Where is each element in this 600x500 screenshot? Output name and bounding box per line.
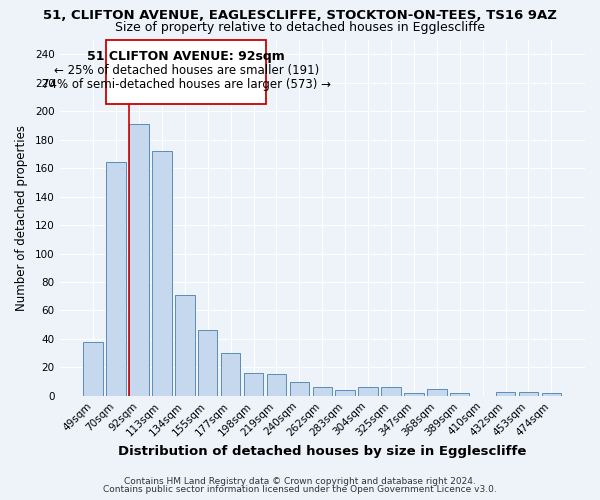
Bar (175, 295, 194, 396)
Bar (542, 393, 561, 396)
Text: Size of property relative to detached houses in Egglescliffe: Size of property relative to detached ho… (115, 21, 485, 34)
Bar (152, 151, 172, 396)
Text: Contains HM Land Registry data © Crown copyright and database right 2024.: Contains HM Land Registry data © Crown c… (124, 477, 476, 486)
Bar (335, 390, 355, 396)
Bar (83, 342, 103, 396)
Bar (198, 330, 217, 396)
Bar (358, 388, 378, 396)
Y-axis label: Number of detached properties: Number of detached properties (15, 125, 28, 311)
Text: 51, CLIFTON AVENUE, EAGLESCLIFFE, STOCKTON-ON-TEES, TS16 9AZ: 51, CLIFTON AVENUE, EAGLESCLIFFE, STOCKT… (43, 9, 557, 22)
Bar (450, 393, 469, 396)
Bar (404, 393, 424, 396)
Bar (244, 373, 263, 396)
Bar (496, 392, 515, 396)
Bar (221, 353, 241, 396)
Bar (106, 162, 126, 396)
Bar (381, 388, 401, 396)
Text: 74% of semi-detached houses are larger (573) →: 74% of semi-detached houses are larger (… (42, 78, 331, 92)
Text: 51 CLIFTON AVENUE: 92sqm: 51 CLIFTON AVENUE: 92sqm (88, 50, 285, 63)
Bar (519, 392, 538, 396)
Bar (290, 382, 309, 396)
Bar (313, 388, 332, 396)
X-axis label: Distribution of detached houses by size in Egglescliffe: Distribution of detached houses by size … (118, 444, 526, 458)
Bar (129, 124, 149, 396)
FancyBboxPatch shape (106, 40, 266, 104)
Text: Contains public sector information licensed under the Open Government Licence v3: Contains public sector information licen… (103, 485, 497, 494)
Bar (427, 388, 446, 396)
Text: ← 25% of detached houses are smaller (191): ← 25% of detached houses are smaller (19… (53, 64, 319, 77)
Bar (267, 374, 286, 396)
